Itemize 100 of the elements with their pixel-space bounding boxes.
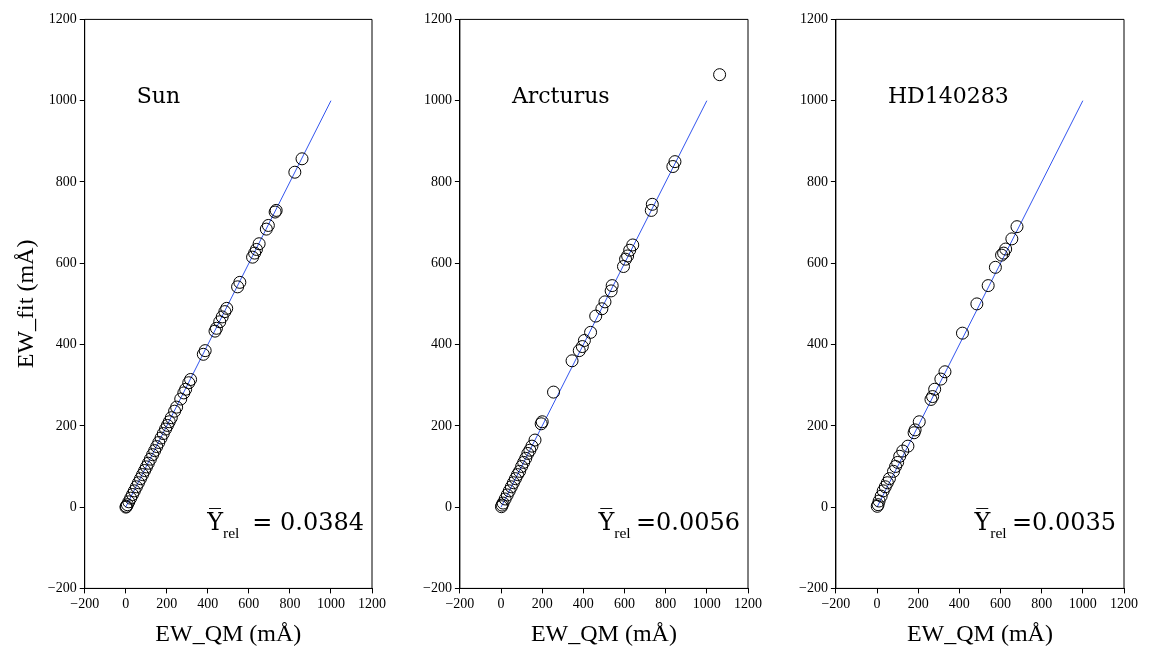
point: [500, 488, 514, 502]
point: [988, 260, 1002, 274]
point: [605, 279, 619, 293]
x-tick-label: 400: [948, 596, 970, 612]
point: [515, 459, 529, 473]
x-tick-label: −200: [70, 596, 100, 612]
annotation: Sun: [136, 83, 181, 109]
point: [215, 310, 229, 324]
point: [122, 495, 136, 509]
point: [131, 476, 145, 490]
point: [146, 448, 160, 462]
x-axis-title: EW_QM (mÅ): [530, 619, 677, 646]
x-tick-label: 800: [655, 596, 677, 612]
point: [598, 295, 612, 309]
y-tick-label: 0: [444, 498, 452, 514]
point: [184, 373, 198, 386]
point: [504, 480, 518, 494]
x-tick-label: 0: [497, 596, 505, 612]
point: [164, 411, 178, 425]
point: [261, 218, 275, 232]
point: [623, 243, 637, 257]
point: [577, 333, 591, 347]
x-tick-label: 400: [572, 596, 594, 612]
point: [713, 68, 727, 82]
point: [893, 449, 907, 463]
point: [168, 404, 182, 418]
point: [878, 480, 892, 494]
annotation: HD140283: [887, 83, 1009, 109]
point: [896, 444, 910, 458]
point: [139, 460, 153, 474]
point: [136, 468, 150, 482]
x-tick-label: 800: [279, 596, 301, 612]
x-tick-label: 600: [614, 596, 636, 612]
x-tick-label: 0: [122, 596, 130, 612]
point: [213, 315, 227, 329]
point: [511, 468, 525, 482]
point: [288, 165, 302, 179]
point: [955, 326, 969, 340]
y-tick-label: 800: [430, 173, 452, 189]
point: [218, 305, 232, 319]
point: [498, 492, 512, 506]
point: [889, 459, 903, 473]
point: [887, 464, 901, 478]
point: [938, 365, 952, 379]
point: [220, 301, 234, 315]
x-tick-label: 200: [156, 596, 178, 612]
point: [934, 372, 948, 386]
point: [626, 238, 640, 252]
point: [565, 354, 579, 368]
point: [1010, 220, 1024, 234]
point: [891, 455, 905, 469]
y-tick-label: −200: [47, 580, 77, 596]
y-tick-label: 200: [430, 417, 452, 433]
point: [872, 494, 886, 508]
point: [970, 297, 984, 311]
point: [170, 400, 184, 414]
y-tick-label: 400: [55, 336, 77, 352]
point: [584, 325, 598, 339]
point: [547, 385, 561, 399]
y-tick-label: 0: [69, 498, 77, 514]
y-tick-label: 200: [55, 417, 77, 433]
y-tick-label: 1000: [799, 92, 828, 108]
point: [152, 435, 166, 449]
point: [668, 155, 682, 169]
point: [874, 489, 888, 503]
point: [876, 484, 890, 498]
point: [231, 280, 245, 294]
point: [528, 433, 542, 447]
x-tick-label: 800: [1031, 596, 1053, 612]
point: [177, 386, 191, 400]
point: [666, 160, 680, 174]
point: [981, 279, 995, 293]
x-tick-label: 1000: [692, 596, 721, 612]
y-tick-label: 400: [430, 336, 452, 352]
x-tick-label: −200: [445, 596, 475, 612]
point: [233, 275, 247, 289]
point: [134, 472, 148, 486]
y-tick-label: −200: [422, 580, 452, 596]
y-tick-label: 0: [820, 498, 828, 514]
x-tick-label: 1000: [316, 596, 345, 612]
point: [154, 431, 168, 445]
point: [999, 242, 1013, 256]
point: [148, 444, 162, 458]
y-tick-label: 600: [430, 254, 452, 270]
point: [644, 203, 658, 217]
y-tick-label: 800: [806, 173, 828, 189]
y-tick-label: 1200: [423, 11, 452, 27]
x-tick-label: 600: [990, 596, 1012, 612]
x-tick-label: 600: [238, 596, 260, 612]
x-tick-label: 1200: [1110, 596, 1138, 612]
point: [141, 456, 155, 470]
point: [508, 472, 522, 486]
point: [901, 439, 915, 453]
point: [617, 260, 630, 274]
point: [572, 344, 586, 358]
y-tick-label: 1200: [799, 11, 828, 27]
annotation: Arcturus: [510, 83, 610, 109]
y-tick-label: 800: [55, 173, 77, 189]
y-tick-label: 400: [806, 336, 828, 352]
point: [156, 427, 170, 441]
